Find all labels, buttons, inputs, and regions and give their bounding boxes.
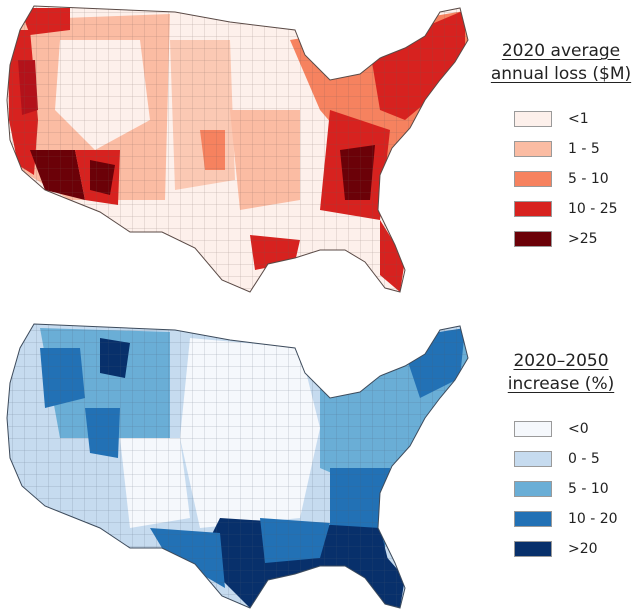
- legend-swatch: [514, 111, 552, 127]
- legend-label: 1 - 5: [568, 141, 600, 157]
- legend-label: >20: [568, 541, 598, 557]
- increase-legend-row-3: 5 - 10: [488, 474, 634, 504]
- increase-map-2020-2050: [0, 318, 478, 615]
- loss-legend-row-1: <1: [488, 104, 634, 134]
- legend-swatch: [514, 231, 552, 247]
- legend-label: 5 - 10: [568, 171, 609, 187]
- loss-map-2020: [0, 0, 478, 300]
- legend-swatch: [514, 541, 552, 557]
- legend-swatch: [514, 141, 552, 157]
- increase-legend: 2020–2050 increase (%) <0 0 - 5 5 - 10 1…: [488, 350, 634, 564]
- legend-label: <1: [568, 111, 589, 127]
- legend-swatch: [514, 201, 552, 217]
- legend-swatch: [514, 481, 552, 497]
- legend-swatch: [514, 511, 552, 527]
- legend-swatch: [514, 171, 552, 187]
- loss-legend-row-5: >25: [488, 224, 634, 254]
- legend-swatch: [514, 451, 552, 467]
- loss-legend-row-4: 10 - 25: [488, 194, 634, 224]
- legend-label: >25: [568, 231, 598, 247]
- loss-legend-row-3: 5 - 10: [488, 164, 634, 194]
- increase-legend-row-5: >20: [488, 534, 634, 564]
- legend-label: <0: [568, 421, 589, 437]
- legend-swatch: [514, 421, 552, 437]
- legend-label: 5 - 10: [568, 481, 609, 497]
- increase-legend-title: 2020–2050 increase (%): [507, 351, 615, 394]
- legend-label: 10 - 20: [568, 511, 618, 527]
- us-counties-loss-map: [6, 5, 469, 293]
- increase-legend-row-4: 10 - 20: [488, 504, 634, 534]
- legend-label: 0 - 5: [568, 451, 600, 467]
- loss-legend: 2020 average annual loss ($M) <1 1 - 5 5…: [488, 40, 634, 254]
- us-counties-increase-map: [6, 323, 469, 609]
- loss-legend-title: 2020 average annual loss ($M): [490, 41, 632, 84]
- legend-label: 10 - 25: [568, 201, 618, 217]
- increase-legend-row-1: <0: [488, 414, 634, 444]
- increase-legend-row-2: 0 - 5: [488, 444, 634, 474]
- loss-legend-row-2: 1 - 5: [488, 134, 634, 164]
